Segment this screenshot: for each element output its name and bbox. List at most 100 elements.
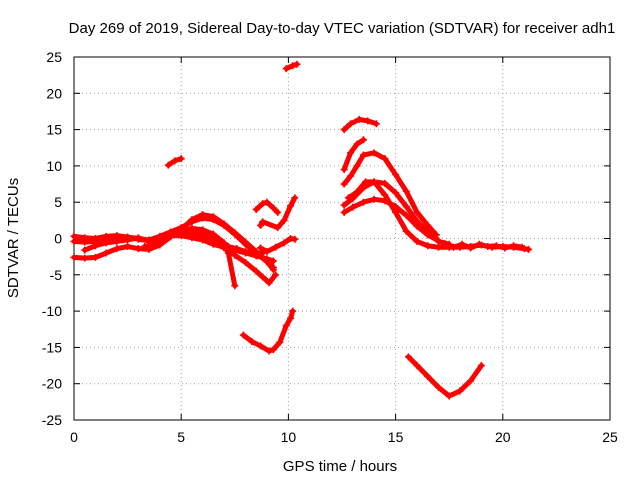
series-track-g bbox=[257, 235, 299, 256]
series-track-l bbox=[282, 60, 301, 73]
data-point bbox=[347, 120, 355, 128]
data-point bbox=[269, 266, 277, 274]
data-point bbox=[445, 392, 453, 400]
data-point bbox=[224, 242, 232, 250]
y-axis-label: SDTVAR / TECUs bbox=[5, 178, 22, 298]
data-point bbox=[276, 338, 284, 346]
data-point bbox=[525, 245, 533, 253]
series-track-n bbox=[340, 136, 367, 174]
data-point bbox=[274, 224, 282, 232]
data-point bbox=[257, 221, 265, 229]
data-point bbox=[248, 338, 256, 346]
data-point bbox=[344, 194, 352, 202]
x-tick-label: 5 bbox=[177, 429, 185, 445]
data-point bbox=[81, 254, 89, 262]
data-point bbox=[449, 243, 457, 251]
data-point bbox=[282, 65, 290, 73]
data-point bbox=[381, 191, 389, 199]
grid bbox=[74, 57, 610, 420]
data-point bbox=[274, 208, 282, 216]
data-point bbox=[257, 244, 265, 252]
data-point bbox=[347, 149, 355, 157]
data-point bbox=[233, 245, 241, 253]
data-point bbox=[280, 239, 288, 247]
x-tick-label: 0 bbox=[70, 429, 78, 445]
data-point bbox=[434, 237, 442, 245]
data-point bbox=[370, 149, 378, 157]
data-point bbox=[269, 346, 277, 354]
data-point bbox=[134, 245, 142, 253]
y-tick-label: -15 bbox=[42, 339, 62, 355]
series-track-o bbox=[340, 149, 440, 239]
data-point bbox=[392, 171, 400, 179]
series-track-i bbox=[252, 198, 282, 216]
data-point bbox=[265, 347, 273, 355]
data-point bbox=[81, 238, 89, 246]
data-point bbox=[250, 249, 258, 257]
data-point bbox=[263, 248, 271, 256]
data-point bbox=[259, 200, 267, 208]
data-point bbox=[424, 231, 432, 239]
data-point bbox=[199, 211, 207, 219]
data-point bbox=[413, 208, 421, 216]
series-track-h bbox=[257, 194, 299, 232]
data-point bbox=[231, 229, 239, 237]
data-point bbox=[359, 151, 367, 159]
y-tick-label: 10 bbox=[46, 158, 62, 174]
data-point bbox=[402, 211, 410, 219]
data-point bbox=[475, 240, 483, 248]
tick-labels: 0 5 10 15 20 25 -25 -20 -15 -10 -5 0 5 10 15 20 25 bbox=[42, 49, 618, 445]
data-point bbox=[70, 253, 78, 261]
data-point bbox=[364, 117, 372, 125]
data-point bbox=[291, 235, 299, 243]
data-point bbox=[289, 307, 297, 315]
data-point bbox=[404, 353, 412, 361]
x-tick-label: 25 bbox=[602, 429, 618, 445]
series-line bbox=[405, 354, 484, 399]
x-tick-label: 20 bbox=[495, 429, 511, 445]
data-point bbox=[289, 62, 297, 70]
data-point bbox=[424, 372, 432, 380]
data-point bbox=[349, 203, 357, 211]
data-point bbox=[141, 242, 149, 250]
data-point bbox=[510, 242, 518, 250]
data-point bbox=[113, 245, 121, 253]
data-point bbox=[91, 242, 99, 250]
data-point bbox=[287, 314, 295, 322]
data-point bbox=[269, 257, 277, 265]
data-point bbox=[370, 178, 378, 186]
data-point bbox=[194, 229, 202, 237]
axis-ticks bbox=[73, 56, 611, 421]
data-point bbox=[340, 166, 348, 174]
data-point bbox=[124, 242, 132, 250]
data-point bbox=[257, 342, 265, 350]
y-tick-label: 5 bbox=[54, 194, 62, 210]
data-point bbox=[424, 221, 432, 229]
data-point bbox=[467, 377, 475, 385]
data-point bbox=[220, 220, 228, 228]
data-point bbox=[252, 267, 260, 275]
data-point bbox=[209, 240, 217, 248]
series-track-k bbox=[164, 155, 185, 169]
data-point bbox=[492, 242, 500, 250]
y-tick-label: 0 bbox=[54, 231, 62, 247]
data-point bbox=[359, 136, 367, 144]
y-tick-label: -10 bbox=[42, 303, 62, 319]
data-point bbox=[353, 162, 361, 170]
data-point bbox=[413, 362, 421, 370]
data-point bbox=[164, 161, 172, 169]
data-point bbox=[282, 322, 290, 330]
data-point bbox=[239, 331, 247, 339]
data-point bbox=[402, 187, 410, 195]
data-point bbox=[188, 216, 196, 224]
data-point bbox=[124, 236, 132, 244]
data-point bbox=[134, 234, 142, 242]
data-point bbox=[242, 258, 250, 266]
data-point bbox=[231, 282, 239, 290]
data-point bbox=[269, 204, 277, 212]
data-point bbox=[340, 180, 348, 188]
data-point bbox=[102, 249, 110, 257]
data-point bbox=[242, 248, 250, 256]
data-point bbox=[293, 60, 301, 68]
